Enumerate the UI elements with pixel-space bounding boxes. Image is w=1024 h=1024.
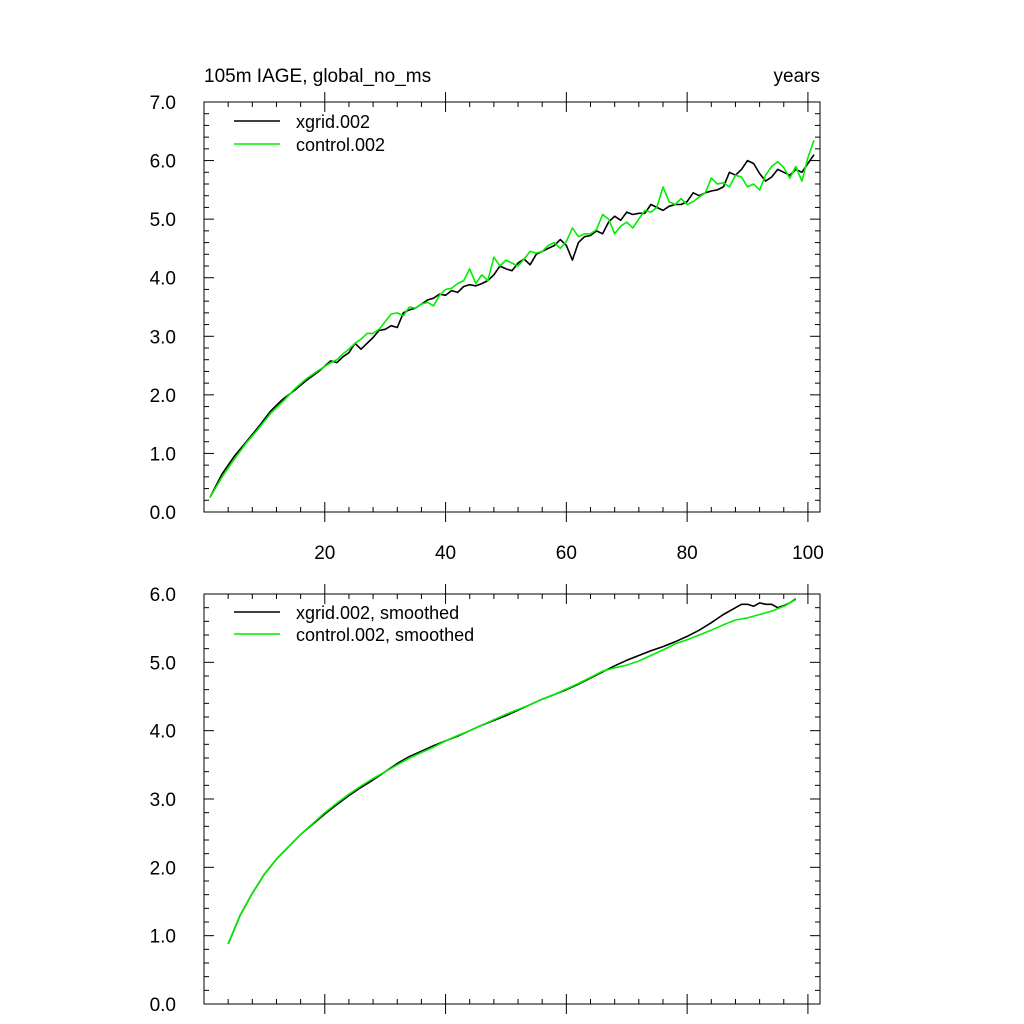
bottom-legend-label-xgrid: xgrid.002, smoothed — [296, 603, 459, 623]
series-line-0 — [209, 154, 815, 498]
series-line-1 — [209, 139, 815, 498]
top-legend-label-xgrid: xgrid.002 — [296, 112, 370, 132]
x-tick-label: 100 — [792, 543, 824, 564]
bottom-panel: xgrid.002, smoothed control.002, smoothe… — [150, 584, 821, 1016]
y-tick-label: 1.0 — [150, 444, 176, 465]
plot-frame — [203, 593, 821, 1005]
y-tick-label: 0.0 — [150, 503, 176, 524]
y-tick-label: 3.0 — [150, 790, 176, 811]
y-tick-label: 3.0 — [150, 327, 176, 348]
series-line-1 — [227, 598, 797, 945]
y-tick-label: 2.0 — [150, 858, 176, 879]
y-tick-label: 7.0 — [150, 93, 176, 114]
x-tick-label: 40 — [435, 543, 456, 564]
y-tick-label: 6.0 — [150, 152, 176, 173]
y-tick-label: 5.0 — [150, 653, 176, 674]
y-tick-label: 6.0 — [150, 585, 176, 606]
y-tick-label: 0.0 — [150, 995, 176, 1016]
y-tick-label: 4.0 — [150, 269, 176, 290]
top-title-right: years — [774, 66, 820, 87]
plot-frame — [203, 101, 821, 513]
y-tick-label: 4.0 — [150, 722, 176, 743]
y-tick-label: 1.0 — [150, 927, 176, 948]
y-tick-label: 2.0 — [150, 386, 176, 407]
bottom-legend-label-control: control.002, smoothed — [296, 625, 474, 645]
y-tick-label: 5.0 — [150, 210, 176, 231]
series-line-0 — [227, 598, 797, 945]
top-legend-label-control: control.002 — [296, 135, 385, 155]
top-title-left: 105m IAGE, global_no_ms — [204, 66, 431, 87]
x-tick-label: 80 — [677, 543, 698, 564]
x-tick-label: 60 — [556, 543, 577, 564]
x-tick-label: 20 — [314, 543, 335, 564]
top-panel: 105m IAGE, global_no_ms years xgrid.002 … — [150, 66, 824, 564]
